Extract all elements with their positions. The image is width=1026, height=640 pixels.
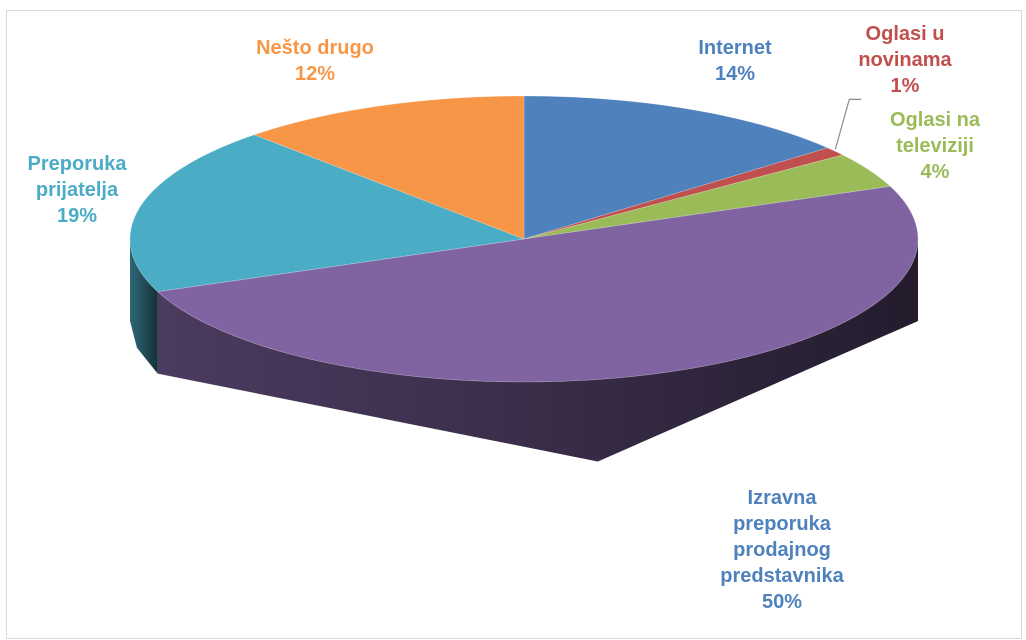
pie-slice-izravna: [156, 186, 919, 383]
slice-label-prijatelj-line1: Preporuka: [27, 153, 127, 175]
slice-label-internet-value: 14%: [714, 63, 756, 85]
slice-label-internet: Internet 14%: [675, 35, 795, 87]
slice-label-prijatelj-value: 19%: [56, 205, 98, 227]
slice-label-novine: Oglasi u novinama 1%: [835, 21, 975, 99]
slice-label-drugo-name: Nešto drugo: [256, 37, 374, 59]
pie-slice-internet: [523, 95, 829, 240]
pie-side-shade-izravna: [157, 239, 919, 462]
slice-label-tv-line2: televiziji: [896, 135, 974, 157]
slice-label-prijatelj: Preporuka prijatelja 19%: [7, 151, 147, 229]
pie-slice-drugo: [253, 95, 525, 240]
slice-label-izravna-line4: predstavnika: [720, 565, 844, 587]
slice-label-novine-value: 1%: [890, 75, 920, 97]
slice-label-drugo: Nešto drugo 12%: [235, 35, 395, 87]
slice-label-tv-value: 4%: [920, 161, 950, 183]
pie-slice-prijatelj: [129, 134, 526, 292]
pie-slice-tv: [523, 154, 892, 240]
slice-label-izravna: Izravna preporuka prodajnog predstavnika…: [697, 485, 867, 615]
slice-label-prijatelj-line2: prijatelja: [35, 179, 119, 201]
slice-label-izravna-line2: preporuka: [733, 513, 831, 535]
slice-label-internet-name: Internet: [698, 37, 772, 59]
slice-label-tv-line1: Oglasi na: [889, 109, 981, 131]
slice-label-izravna-value: 50%: [761, 591, 803, 613]
leader-line-novine: [834, 98, 862, 150]
slice-label-izravna-line3: prodajnog: [733, 539, 831, 561]
slice-label-tv: Oglasi na televiziji 4%: [865, 107, 1005, 185]
chart-area: Internet 14% Oglasi u novinama 1% Oglasi…: [6, 10, 1022, 639]
pie-side-shade-prijatelj: [130, 239, 158, 374]
slice-label-novine-line2: novinama: [858, 49, 952, 71]
slice-label-novine-line1: Oglasi u: [865, 23, 945, 45]
pie-chart: [129, 95, 919, 462]
slice-label-izravna-line1: Izravna: [747, 487, 817, 509]
slice-label-drugo-value: 12%: [294, 63, 336, 85]
